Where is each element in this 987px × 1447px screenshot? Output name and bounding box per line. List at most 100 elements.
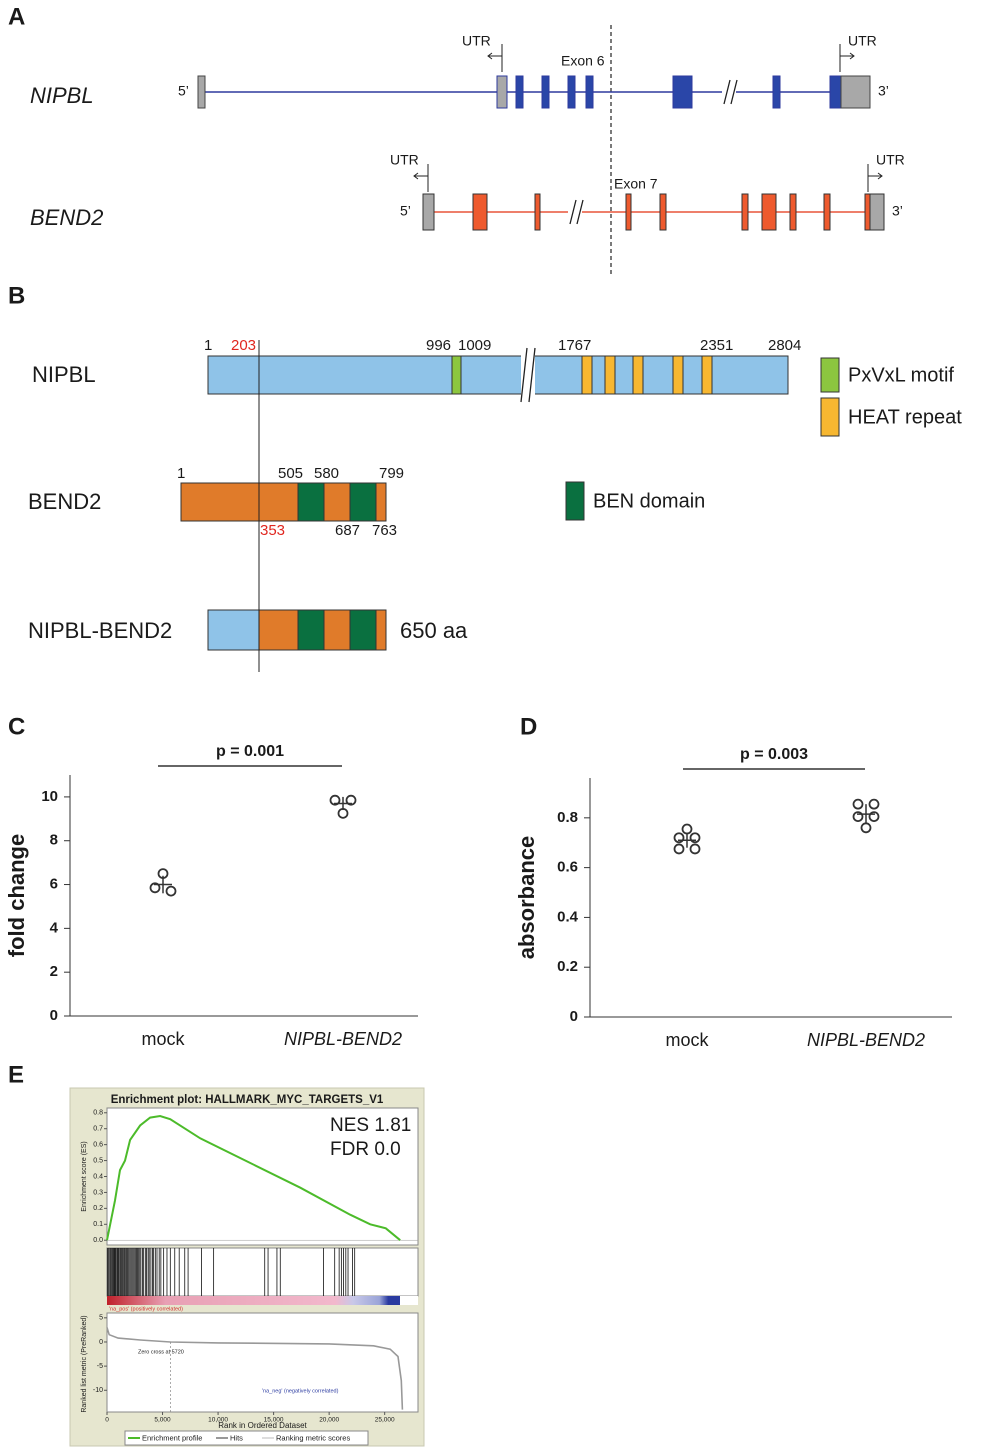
metric-panel [106, 1312, 419, 1413]
three-prime: 3’ [892, 203, 903, 219]
y-axis-label: fold change [4, 834, 29, 957]
legend-label: Hits [230, 1433, 243, 1442]
data-point [337, 807, 349, 819]
y-tick-label: -5 [97, 1363, 103, 1370]
y-tick-label: 6 [50, 876, 58, 893]
x-tick-label: NIPBL-BEND2 [807, 1030, 925, 1050]
y-tick-label: 5 [99, 1315, 103, 1322]
y-tick-label: 8 [50, 832, 58, 849]
position: 580 [314, 465, 339, 482]
panel-label: B [8, 282, 25, 309]
data-point [868, 798, 880, 810]
y-tick-label: 0 [50, 1007, 58, 1024]
utr-arrow [839, 44, 855, 72]
fusion-bar [207, 609, 387, 651]
x-tick-label: mock [141, 1029, 185, 1049]
x-tick-label: NIPBL-BEND2 [284, 1029, 402, 1049]
chart-title: Enrichment plot: HALLMARK_MYC_TARGETS_V1 [111, 1094, 384, 1106]
break [569, 199, 584, 225]
utr-label: UTR [462, 33, 491, 49]
x-tick-label: 5,000 [154, 1417, 171, 1424]
ylabel: Ranked list metric (PreRanked) [81, 1315, 88, 1412]
break [520, 347, 536, 403]
legend-label: HEAT repeat [848, 406, 962, 428]
panel-a: A NIPBL 5’ 3’ UTR UTR Exon 6 BEND2 [8, 3, 905, 275]
panel-label: A [8, 3, 25, 30]
data-point [329, 794, 341, 806]
x-tick-label: 0 [105, 1417, 109, 1424]
y-tick-label: 0.4 [557, 908, 579, 925]
y-tick-label: 0.1 [93, 1221, 103, 1228]
y-tick-label: 0.0 [93, 1237, 103, 1244]
y-tick-label: 0.8 [93, 1110, 103, 1117]
exon-label: Exon 6 [561, 53, 605, 69]
y-tick-label: 0.4 [93, 1173, 103, 1180]
data-point [165, 885, 177, 897]
x-tick-label: 20,000 [319, 1417, 339, 1424]
data-point [345, 794, 357, 806]
utr-arrow [867, 164, 883, 192]
protein-name: NIPBL [32, 362, 96, 387]
x-tick-label: 25,000 [375, 1417, 395, 1424]
break [521, 350, 535, 400]
exons [197, 75, 871, 109]
ben-domain [297, 482, 325, 522]
position: 996 [426, 337, 451, 354]
pxvxl-motif [451, 355, 462, 395]
data-point [852, 811, 864, 822]
legend-swatch [820, 397, 840, 437]
legend-label: Ranking metric scores [276, 1433, 350, 1442]
y-tick-label: 0 [570, 1008, 578, 1025]
five-prime: 5’ [400, 203, 411, 219]
y-tick-label: 2 [50, 963, 58, 980]
y-tick-label: 0.2 [557, 958, 578, 975]
zero-cross-label: Zero cross at 5720 [138, 1349, 184, 1355]
annotation: p = 0.001 [216, 743, 284, 760]
legend-swatch [820, 357, 840, 393]
position: 763 [372, 522, 397, 539]
y-tick-label: 0.8 [557, 809, 578, 826]
break [723, 79, 738, 105]
ylabel: Enrichment score (ES) [81, 1141, 88, 1211]
data-point [681, 823, 693, 835]
data-point [868, 811, 880, 822]
positions: 1 203 996 1009 1767 2351 2804 [204, 337, 801, 354]
legend-swatch [565, 481, 585, 521]
legend-label: Enrichment profile [142, 1433, 202, 1442]
data-point [860, 822, 872, 834]
y-tick-label: 0.6 [557, 859, 578, 876]
position: 799 [379, 465, 404, 482]
heat-repeats [581, 355, 713, 395]
legend-label: PxVxL motif [848, 364, 954, 386]
y-tick-label: 0 [99, 1339, 103, 1346]
position: 353 [260, 522, 285, 539]
position: 2804 [768, 337, 801, 354]
x-tick-label: mock [665, 1030, 709, 1050]
data-point [852, 798, 864, 810]
x-tick-label: 10,000 [208, 1417, 228, 1424]
protein-bar [207, 355, 789, 395]
y-tick-label: -10 [93, 1387, 103, 1394]
panel-label: D [520, 713, 537, 740]
y-tick-label: 10 [41, 788, 58, 805]
ben-domain [349, 482, 377, 522]
gene-name: BEND2 [30, 205, 103, 230]
exons [422, 193, 885, 231]
y-tick-label: 0.6 [93, 1141, 103, 1148]
protein-name: BEND2 [28, 489, 101, 514]
y-axis-label: absorbance [514, 836, 539, 960]
data-point [689, 832, 701, 844]
data-point [149, 882, 161, 894]
five-prime: 5’ [178, 83, 189, 99]
data-point [689, 843, 701, 855]
utr-label: UTR [848, 33, 877, 49]
stat-label: FDR 0.0 [330, 1139, 401, 1160]
legend-box [124, 1430, 369, 1446]
data-point [673, 832, 685, 844]
neg-label: 'na_neg' (negatively correlated) [262, 1388, 339, 1394]
y-tick-label: 0.3 [93, 1189, 103, 1196]
utr-arrow [413, 164, 429, 192]
x-tick-label: 15,000 [264, 1417, 284, 1424]
three-prime: 3’ [878, 83, 889, 99]
y-tick-label: 0.7 [93, 1126, 103, 1133]
